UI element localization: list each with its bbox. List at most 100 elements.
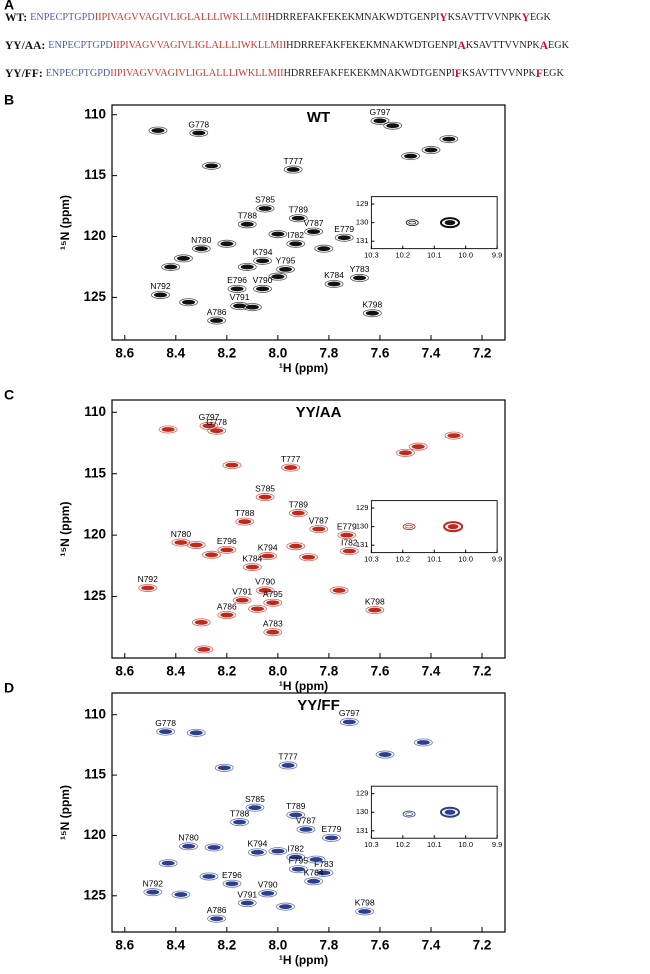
sequence-segment: ENPECPTGPD [30, 12, 95, 23]
peak [439, 135, 459, 144]
peak [350, 273, 369, 282]
peak-core [261, 890, 275, 896]
panel-label: B [4, 92, 14, 108]
x-axis-label: ¹H (ppm) [279, 361, 328, 375]
peak-label: G797 [339, 708, 360, 718]
peak-label: T777 [278, 752, 298, 762]
peak-contour [329, 586, 349, 595]
y-tick-label: 115 [84, 767, 106, 782]
peak-contour [413, 738, 433, 747]
sequence-segment: EGK [543, 68, 565, 79]
sequence-segment: F [455, 68, 462, 80]
peak-core [174, 892, 188, 897]
peak-label: K794 [248, 839, 268, 849]
peak-label: A786 [207, 307, 227, 317]
peak-contour [253, 256, 272, 265]
peak-contour [268, 272, 288, 281]
peak [248, 848, 267, 857]
peak-label: V787 [304, 218, 324, 228]
peak-core [230, 286, 244, 292]
peak-contour [207, 316, 227, 325]
peak-core [405, 524, 413, 529]
chart-title: WT [307, 109, 330, 126]
peak-label: T788 [238, 211, 258, 221]
peak-label: S785 [255, 483, 275, 493]
peak-core [164, 264, 178, 270]
peak-core [340, 532, 354, 538]
peak-contour [304, 877, 324, 886]
x-tick-label: 8.2 [217, 664, 236, 679]
inset-y-tick-label: 131 [356, 540, 369, 549]
peak [194, 645, 214, 654]
peak-label: N780 [191, 235, 212, 245]
inset-x-tick-label: 10.0 [458, 251, 473, 260]
peak-core [284, 465, 298, 470]
peak-core [271, 231, 285, 237]
peak-label: I782 [287, 843, 304, 853]
peak-core [444, 220, 456, 226]
peak-contour [402, 810, 416, 818]
peak-core [332, 588, 346, 593]
peak [158, 425, 178, 434]
peak [255, 586, 275, 595]
inset-x-tick-label: 10.3 [364, 840, 379, 849]
peak-core [299, 826, 313, 832]
peak [258, 552, 278, 561]
x-tick-label: 8.2 [217, 938, 236, 953]
peak [204, 843, 224, 852]
peak-contour [151, 290, 170, 299]
peak [286, 239, 306, 248]
peak-contour [245, 803, 265, 812]
peak-label: V787 [296, 816, 316, 826]
peak-contour [143, 888, 163, 897]
peak [248, 604, 267, 613]
peak [207, 914, 227, 923]
sequence-segment: KSAVTTVVNPK [448, 12, 523, 23]
peak-label: K798 [365, 596, 385, 606]
peak [268, 230, 288, 239]
x-tick-label: 7.8 [320, 346, 339, 361]
peak [202, 161, 221, 170]
peak-contour [322, 833, 341, 842]
peak-contour [396, 448, 415, 457]
peak-contour [214, 763, 234, 772]
peak-contour [230, 818, 249, 827]
inset-y-tick-label: 129 [356, 199, 369, 208]
peak-label: A786 [207, 905, 227, 915]
peak [281, 463, 301, 472]
inset-frame [370, 500, 498, 554]
sequence-segment: EGK [530, 12, 552, 23]
x-tick-label: 7.4 [422, 938, 441, 953]
peak-contour [199, 872, 219, 881]
peak-core [365, 310, 379, 316]
peak-label: V791 [232, 587, 252, 597]
peak-contour [242, 563, 262, 572]
peak-contour [179, 298, 198, 307]
peak-contour [439, 217, 460, 229]
peak-contour [232, 596, 252, 605]
chart-title: YY/AA [296, 404, 342, 421]
x-tick-label: 7.6 [371, 938, 390, 953]
peak [189, 129, 209, 138]
peak-label: T789 [286, 801, 306, 811]
peak [263, 598, 283, 607]
y-axis-label: ¹⁵N (ppm) [58, 502, 72, 557]
peak [207, 316, 227, 325]
x-tick-label: 8.0 [268, 664, 287, 679]
peak-label: T788 [230, 808, 250, 818]
peak [421, 146, 441, 155]
peak-label: N780 [171, 529, 192, 539]
peak-core [220, 612, 234, 618]
peak-core [153, 292, 167, 298]
inset-y-tick-label: 131 [356, 826, 369, 835]
peak-core [291, 510, 305, 516]
peak-contour [370, 116, 390, 125]
peak-label: T789 [289, 204, 309, 214]
peak-contour [268, 847, 288, 856]
peak-contour [253, 284, 272, 293]
x-tick-label: 7.2 [473, 938, 492, 953]
peak-core [353, 275, 367, 281]
peak-label: G797 [370, 107, 391, 117]
peak-core [266, 629, 280, 635]
peak-label: S785 [245, 794, 265, 804]
